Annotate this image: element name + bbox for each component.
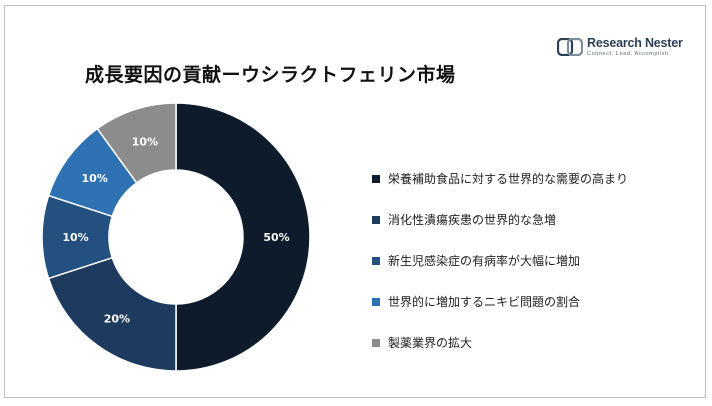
legend-label: 世界的に増加するニキビ問題の割合 xyxy=(388,295,581,309)
donut-slice xyxy=(175,102,311,372)
legend-label: 新生児感染症の有病率が大幅に増加 xyxy=(388,254,581,268)
legend-label: 消化性潰瘍疾患の世界的な急増 xyxy=(388,213,557,227)
legend-swatch xyxy=(372,215,380,224)
legend-swatch xyxy=(372,174,380,183)
legend-item: 消化性潰瘍疾患の世界的な急増 xyxy=(372,211,556,228)
research-nester-logo-icon xyxy=(557,38,583,56)
legend-item: 世界的に増加するニキビ問題の割合 xyxy=(372,293,580,310)
donut-slice xyxy=(47,256,177,372)
logo-tagline: Connect. Lead. Accomplish xyxy=(587,51,669,57)
legend-item: 新生児感染症の有病率が大幅に増加 xyxy=(372,252,580,269)
legend-swatch xyxy=(372,297,380,306)
legend-item: 製薬業界の拡大 xyxy=(372,334,472,351)
chart-title: 成長要因の貢献ーウシラクトフェリン市場 xyxy=(85,64,456,86)
slice-data-label: 20% xyxy=(104,312,130,325)
research-nester-logo: Research Nester Connect. Lead. Accomplis… xyxy=(557,36,687,62)
slice-data-label: 50% xyxy=(263,231,289,244)
legend-label: 栄養補助食品に対する世界的な需要の高まり xyxy=(388,172,629,186)
legend-label: 製薬業界の拡大 xyxy=(388,336,473,350)
legend-item: 栄養補助食品に対する世界的な需要の高まり xyxy=(372,170,628,187)
logo-name: Research Nester xyxy=(587,36,683,50)
slice-data-label: 10% xyxy=(82,172,108,185)
legend-swatch xyxy=(372,338,380,347)
legend-swatch xyxy=(372,256,380,265)
slice-data-label: 10% xyxy=(62,231,88,244)
donut-slice xyxy=(96,102,177,184)
slice-data-label: 10% xyxy=(132,135,158,148)
